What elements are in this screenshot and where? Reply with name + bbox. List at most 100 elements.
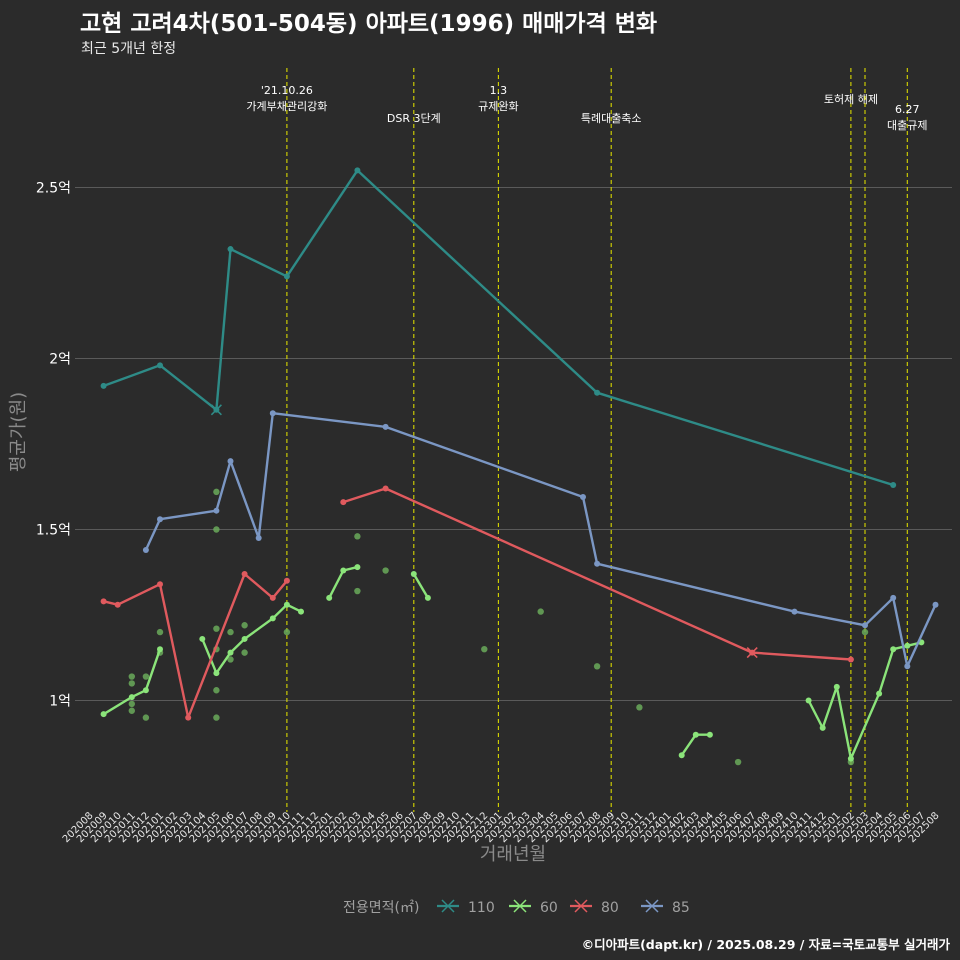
legend-marker-110 <box>441 899 455 913</box>
transaction-point <box>241 622 248 629</box>
chart-title: 고현 고려4차(501-504동) 아파트(1996) 매매가격 변화 <box>80 11 658 37</box>
series-point-80 <box>382 485 389 492</box>
legend-label-85: 85 <box>672 900 690 916</box>
series-point-60 <box>199 635 206 642</box>
series-point-85 <box>227 458 234 465</box>
series-point-60 <box>805 697 812 704</box>
series-line-60 <box>412 573 429 599</box>
series-point-85 <box>594 560 601 567</box>
y-tick-label: 2.5억 <box>36 181 71 197</box>
series-point-60 <box>833 683 840 690</box>
series-point-60 <box>100 711 107 718</box>
series-line-60 <box>102 648 162 716</box>
y-tick-label: 1억 <box>49 694 71 710</box>
event-label: 1.3 <box>490 84 508 97</box>
series-point-80 <box>847 656 854 663</box>
series-point-60 <box>142 687 149 694</box>
series-point-60 <box>326 594 333 601</box>
legend-label-60: 60 <box>540 900 558 916</box>
series-point-110 <box>227 246 234 253</box>
transaction-point <box>213 526 220 533</box>
chart-subtitle: 최근 5개년 한정 <box>81 41 177 57</box>
series-point-85 <box>269 410 276 417</box>
series-line-85 <box>144 412 937 668</box>
y-tick-label: 1.5억 <box>36 523 71 539</box>
event-label: '21.10.26 <box>261 84 313 97</box>
event-label: DSR 3단계 <box>387 112 441 125</box>
series-point-60 <box>241 635 248 642</box>
transaction-point <box>213 488 220 496</box>
series-point-85 <box>932 601 939 608</box>
series-point-80 <box>241 570 248 577</box>
series-point-85 <box>157 516 163 523</box>
legend-marker-80 <box>574 899 588 913</box>
series-point-80 <box>100 598 107 605</box>
transaction-point <box>142 673 150 680</box>
transaction-point <box>382 567 389 574</box>
transaction-point <box>128 673 135 680</box>
series-point-85 <box>382 423 389 430</box>
series-point-80 <box>340 499 347 506</box>
series-point-60 <box>424 594 431 601</box>
transaction-point <box>481 646 488 653</box>
series-line-110 <box>103 169 894 487</box>
series-point-110 <box>100 382 107 389</box>
transaction-point <box>128 707 135 714</box>
series-cross-marker-80 <box>746 647 758 659</box>
series-point-110 <box>157 362 163 369</box>
series-point-60 <box>678 752 685 759</box>
transaction-point <box>227 656 234 663</box>
series-point-110 <box>283 273 290 280</box>
series-point-60 <box>876 690 883 697</box>
transaction-point <box>241 649 248 656</box>
series-point-60 <box>692 731 699 738</box>
transaction-point <box>537 608 544 615</box>
transaction-point <box>227 628 234 636</box>
legend-marker-85 <box>645 899 659 913</box>
transaction-point <box>593 663 601 670</box>
transaction-point <box>354 587 361 595</box>
series-point-110 <box>890 482 897 489</box>
series-point-60 <box>283 601 290 608</box>
series-point-60 <box>340 567 347 574</box>
series-point-85 <box>255 535 262 542</box>
legend-label-110: 110 <box>468 900 495 916</box>
series-point-60 <box>213 670 220 677</box>
series-point-85 <box>142 547 149 554</box>
y-tick-label: 2억 <box>49 352 71 368</box>
transaction-point <box>213 687 220 694</box>
series-point-60 <box>410 570 417 577</box>
series-point-85 <box>580 494 586 501</box>
series-point-80 <box>283 577 290 584</box>
series-point-60 <box>904 642 911 649</box>
series-point-60 <box>819 724 826 731</box>
series-line-80 <box>342 487 851 661</box>
transaction-point <box>734 758 742 766</box>
series-point-60 <box>298 608 304 615</box>
event-label: 대출규제 <box>887 119 927 132</box>
transaction-point <box>128 680 135 687</box>
legend-marker-60 <box>513 899 527 913</box>
series-point-60 <box>847 755 854 762</box>
series-point-85 <box>890 594 897 601</box>
series-point-60 <box>890 646 897 653</box>
series-line-60 <box>680 733 710 756</box>
event-label: 규제완화 <box>478 100 518 113</box>
series-point-80 <box>114 601 121 608</box>
event-label: 특례대출축소 <box>581 112 642 125</box>
transaction-point <box>128 700 135 708</box>
series-point-85 <box>791 608 798 615</box>
series-point-80 <box>185 714 192 721</box>
transaction-point <box>283 628 291 636</box>
transaction-point <box>861 628 869 636</box>
series-cross-marker-110 <box>210 404 222 416</box>
transaction-point <box>354 533 361 540</box>
series-point-80 <box>157 581 163 588</box>
event-label: 토허제 해제 <box>824 92 878 106</box>
legend-title: 전용면적(㎡) <box>343 900 419 916</box>
legend-label-80: 80 <box>601 900 619 916</box>
series-point-60 <box>227 649 234 656</box>
transaction-point <box>156 628 164 636</box>
transaction-point <box>636 704 643 711</box>
x-axis-title: 거래년월 <box>480 844 546 865</box>
